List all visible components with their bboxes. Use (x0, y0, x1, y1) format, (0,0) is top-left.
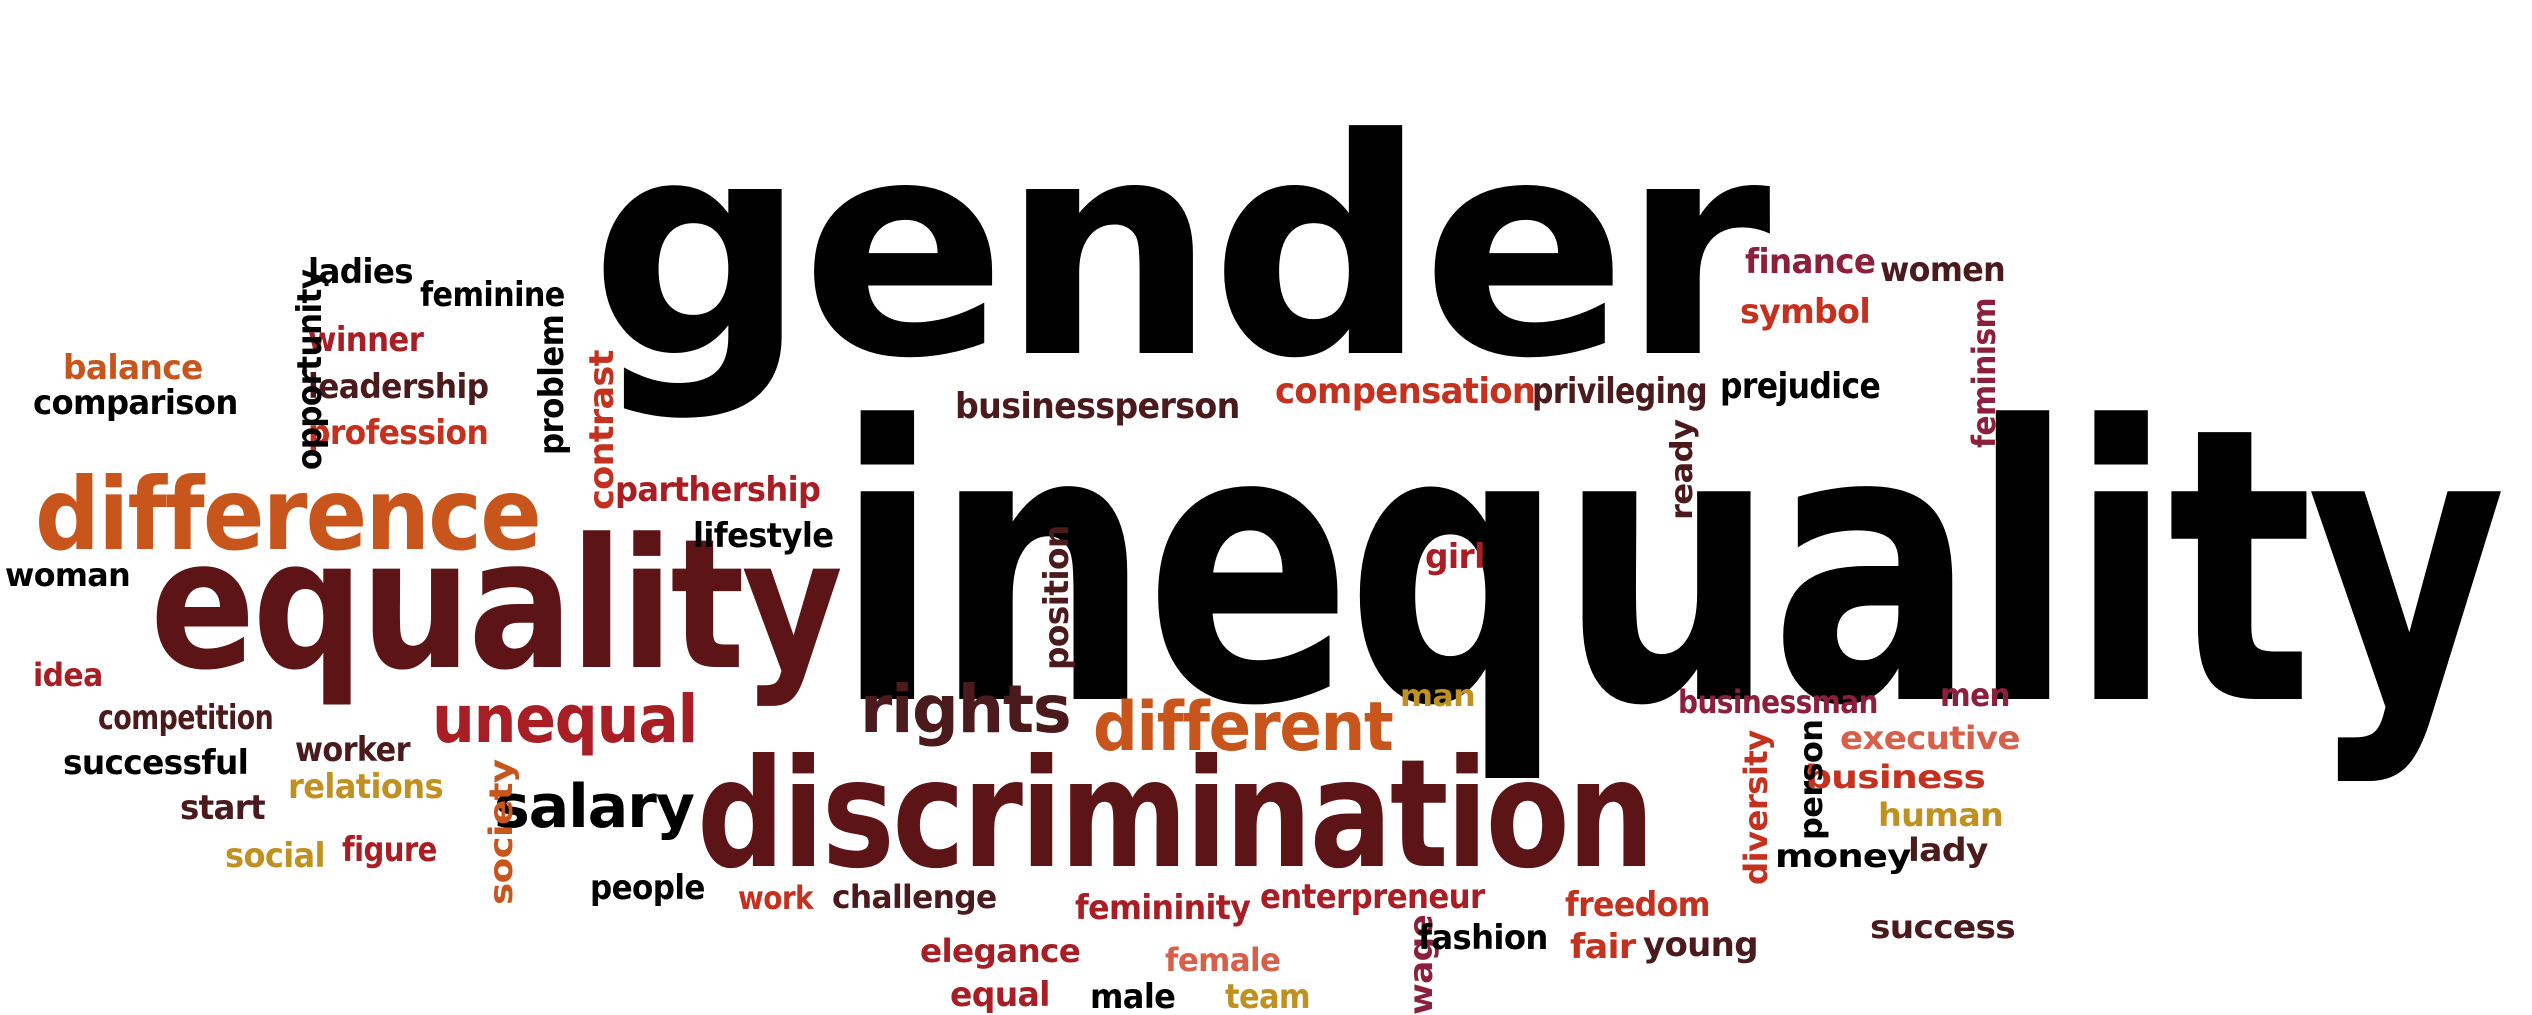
word-women: women (1880, 249, 2006, 290)
word-profession: profession (308, 412, 489, 453)
word-unequal: unequal (432, 681, 698, 759)
word-people: people (590, 867, 705, 908)
word-equal: equal (950, 974, 1050, 1015)
word-businessman: businessman (1678, 683, 1878, 722)
word-parthership: parthership (615, 469, 821, 510)
word-successful: successful (63, 742, 249, 783)
word-lady: lady (1908, 831, 1988, 870)
word-femininity: femininity (1075, 887, 1251, 928)
word-men: men (1940, 676, 2011, 715)
word-woman: woman (5, 556, 131, 595)
word-salary: salary (494, 772, 695, 842)
word-figure: figure (342, 829, 437, 870)
word-position: position (1037, 525, 1077, 670)
word-ladies: ladies (308, 251, 414, 292)
word-relations: relations (288, 766, 444, 807)
word-man: man (1400, 679, 1476, 714)
word-executive: executive (1840, 719, 2021, 758)
word-opportunity: opportunity (290, 269, 330, 470)
word-contrast: contrast (582, 350, 622, 510)
word-young: young (1643, 924, 1759, 965)
word-ready: ready (1665, 419, 1700, 520)
word-gender: gender (590, 75, 1771, 424)
word-balance: balance (63, 347, 203, 388)
word-inequality: inequality (835, 346, 2506, 789)
word-competition: competition (98, 697, 274, 738)
word-feminism: feminism (1965, 297, 2003, 448)
word-social: social (225, 835, 326, 876)
word-businessperson: businessperson (955, 386, 1240, 428)
word-business: business (1805, 758, 1986, 797)
word-elegance: elegance (920, 932, 1081, 971)
word-diversity: diversity (1737, 730, 1775, 885)
word-start: start (180, 787, 266, 828)
word-finance: finance (1745, 241, 1876, 282)
word-fashion: fashion (1418, 917, 1548, 958)
word-compensation: compensation (1275, 371, 1536, 413)
word-girl: girl (1425, 536, 1485, 577)
word-idea: idea (33, 656, 103, 695)
word-rights: rights (860, 671, 1072, 749)
word-person: person (1792, 719, 1830, 840)
word-difference: difference (35, 456, 542, 573)
word-fair: fair (1570, 926, 1636, 967)
word-enterpreneur: enterpreneur (1260, 876, 1485, 917)
word-problem: problem (532, 314, 572, 455)
word-feminine: feminine (420, 274, 565, 315)
word-income: income (1135, 225, 1175, 350)
word-equality: equality (150, 501, 843, 710)
word-prejudice: prejudice (1720, 366, 1881, 408)
word-comparison: comparison (33, 382, 238, 423)
word-lifestyle: lifestyle (693, 515, 834, 556)
word-symbol: symbol (1740, 291, 1871, 332)
word-leadership: leadership (308, 366, 489, 407)
word-freedom: freedom (1565, 884, 1711, 925)
word-different: different (1093, 687, 1394, 767)
word-worker: worker (295, 729, 411, 770)
word-work: work (738, 879, 814, 918)
word-privileging: privileging (1532, 371, 1708, 413)
word-team: team (1225, 976, 1311, 1015)
word-human: human (1878, 796, 2004, 835)
word-discrimination: discrimination (697, 728, 1655, 902)
word-money: money (1775, 837, 1911, 876)
word-society: society (482, 759, 520, 905)
word-female: female (1165, 941, 1281, 980)
word-success: success (1870, 908, 2016, 947)
word-challenge: challenge (832, 878, 997, 917)
word-winner: winner (308, 319, 424, 360)
word-male: male (1090, 976, 1176, 1015)
